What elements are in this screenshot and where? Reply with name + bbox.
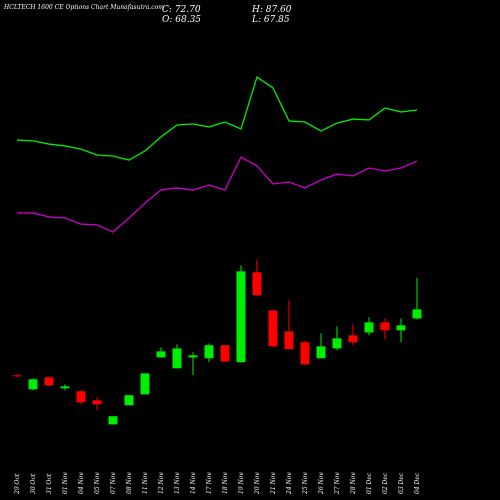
x-tick-label: 04 Dec (414, 472, 421, 494)
candle-body (316, 346, 326, 359)
low-label: L: 67.85 (251, 15, 290, 25)
x-tick-label: 19 Nov (238, 472, 245, 494)
candle-body (252, 272, 262, 296)
candle-body (92, 400, 102, 405)
x-tick-label: 13 Nov (174, 472, 181, 494)
x-tick-label: 25 Nov (302, 472, 309, 495)
candle-body (364, 322, 374, 333)
x-tick-label: 31 Oct (46, 473, 53, 494)
x-tick-label: 29 Oct (14, 473, 21, 495)
x-tick-label: 20 Nov (254, 472, 261, 495)
candle-body (412, 309, 422, 319)
candle-body (220, 345, 230, 362)
candle-body (188, 355, 198, 358)
candle-body (44, 377, 54, 386)
x-tick-label: 01 Dec (366, 472, 373, 494)
x-tick-label: 30 Oct (30, 473, 37, 494)
candle-body (332, 338, 342, 349)
candle-body (348, 335, 358, 343)
x-tick-label: 01 Nov (62, 472, 69, 494)
x-tick-label: 14 Nov (190, 472, 197, 494)
x-tick-label: 05 Nov (94, 472, 101, 494)
candle-body (300, 342, 310, 365)
open-label: O: 68.35 (162, 15, 201, 25)
x-tick-label: 08 Nov (126, 472, 133, 494)
x-tick-label: 28 Nov (350, 472, 357, 495)
x-tick-label: 12 Nov (158, 472, 165, 494)
x-tick-label: 21 Nov (270, 472, 277, 495)
candle-body (12, 375, 22, 377)
x-tick-label: 24 Nov (286, 472, 293, 495)
x-tick-label: 18 Nov (222, 472, 229, 494)
candle-body (284, 331, 294, 350)
candle-body (60, 386, 70, 389)
candle-body (380, 322, 390, 331)
x-tick-label: 04 Nov (78, 472, 85, 494)
candle-body (396, 325, 406, 331)
candle-body (268, 310, 278, 347)
candle-body (172, 348, 182, 369)
candle-body (124, 395, 134, 406)
candle-body (156, 351, 166, 358)
indicator-line (16, 76, 418, 161)
high-label: H: 87.60 (251, 5, 292, 15)
candle-body (204, 345, 214, 359)
candle-body (76, 391, 86, 403)
close-label: C: 72.70 (162, 5, 201, 15)
x-tick-label: 27 Nov (334, 472, 341, 495)
candle-body (108, 416, 118, 425)
x-tick-label: 02 Dec (382, 472, 389, 494)
x-tick-label: 07 Nov (110, 472, 117, 494)
x-tick-label: 17 Nov (206, 472, 213, 494)
chart-title: HCLTECH 1600 CE Options Chart Munafasutr… (3, 4, 164, 11)
x-tick-label: 11 Nov (142, 472, 149, 494)
x-tick-label: 26 Nov (318, 472, 325, 495)
candle-body (236, 271, 246, 363)
x-tick-label: 03 Dec (398, 472, 405, 494)
candle-body (140, 373, 150, 395)
candle-body (28, 379, 38, 390)
indicator-line (17, 156, 418, 233)
